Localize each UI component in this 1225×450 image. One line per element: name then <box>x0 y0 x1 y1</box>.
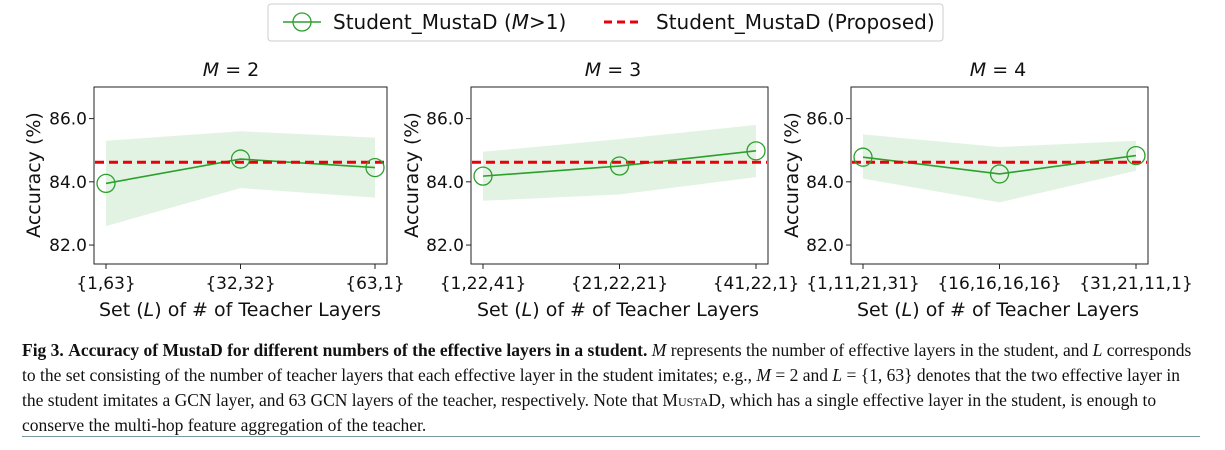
caption-text-1: represents the number of effective layer… <box>670 340 1089 360</box>
y-axis-label: Accuracy (%) <box>23 112 45 238</box>
x-axis-label: Set (L) of # of Teacher Layers <box>99 299 381 321</box>
data-point <box>96 173 116 194</box>
caption-eq-m-val: = 2 and <box>775 365 829 385</box>
caption-mustad: MustaD <box>662 390 721 410</box>
data-point <box>853 147 873 167</box>
caption-rule <box>22 436 1200 437</box>
y-tick-label: 86.0 <box>426 110 464 130</box>
x-tick-label: {1,63} <box>76 274 135 294</box>
x-axis-label: Set (L) of # of Teacher Layers <box>477 299 759 321</box>
data-point <box>473 166 493 186</box>
data-point <box>746 141 766 161</box>
y-tick-label: 82.0 <box>806 236 844 256</box>
caption-text-2: corresponds to the set consisting of the… <box>22 340 1192 385</box>
data-point <box>609 156 630 176</box>
confidence-band <box>863 134 1136 203</box>
y-tick-label: 86.0 <box>806 110 844 130</box>
data-point <box>1126 145 1146 166</box>
data-point <box>230 149 251 169</box>
panel-title: M = 4 <box>970 59 1027 81</box>
caption-label: Fig 3. <box>22 340 64 360</box>
figure-caption: Fig 3. Accuracy of MustaD for different … <box>22 338 1202 438</box>
panel-title: M = 2 <box>203 59 260 81</box>
x-tick-label: {63,1} <box>345 274 404 294</box>
confidence-band <box>106 131 375 227</box>
y-axis-label: Accuracy (%) <box>401 112 423 238</box>
x-tick-label: {21,22,21} <box>571 274 668 294</box>
panel-m2: M = 2 Accuracy (%) Set (L) of # of Teach… <box>23 59 405 321</box>
y-tick-label: 82.0 <box>426 236 464 256</box>
y-axis-label: Accuracy (%) <box>781 112 803 238</box>
caption-var-l: L <box>1092 340 1103 360</box>
series-line <box>105 158 376 185</box>
figure: Student_MustaD (M>1) Student_MustaD (Pro… <box>23 3 1193 321</box>
y-tick-label: 84.0 <box>426 173 464 193</box>
legend-series-label: Student_MustaD (M>1) <box>333 10 566 34</box>
x-tick-label: {31,21,11,1} <box>1079 274 1193 294</box>
panel-m4: M = 4 Accuracy (%) Set (L) of # of Teach… <box>781 59 1193 321</box>
caption-title: Accuracy of MustaD for different numbers… <box>68 340 648 360</box>
x-axis-label: Set (L) of # of Teacher Layers <box>857 299 1139 321</box>
caption-text-3: , which has a single effective layer in … <box>22 390 1157 435</box>
legend-baseline-label: Student_MustaD (Proposed) <box>656 10 935 34</box>
caption-eq-m: M <box>756 365 771 385</box>
series-line <box>482 150 757 177</box>
legend-series-marker <box>292 12 312 32</box>
y-tick-label: 86.0 <box>49 110 87 130</box>
data-point <box>365 157 385 178</box>
x-tick-label: {41,22,1} <box>713 274 800 294</box>
data-point <box>989 164 1010 184</box>
legend: Student_MustaD (M>1) Student_MustaD (Pro… <box>267 3 944 42</box>
caption-var-m: M <box>651 340 667 360</box>
y-tick-label: 82.0 <box>49 236 87 256</box>
x-tick-label: {16,16,16,16} <box>937 274 1061 294</box>
y-tick-label: 84.0 <box>806 173 844 193</box>
caption-eq-l: L <box>832 365 843 385</box>
x-tick-label: {32,32} <box>205 274 275 294</box>
x-tick-label: {1,22,41} <box>440 274 527 294</box>
panel-m3: M = 3 Accuracy (%) Set (L) of # of Teach… <box>401 59 799 321</box>
x-tick-label: {1,11,21,31} <box>806 274 920 294</box>
panel-title: M = 3 <box>585 59 642 81</box>
y-tick-label: 84.0 <box>49 173 87 193</box>
caption-eq-l-val: = {1, 63} denotes that the two effective… <box>22 365 1180 410</box>
